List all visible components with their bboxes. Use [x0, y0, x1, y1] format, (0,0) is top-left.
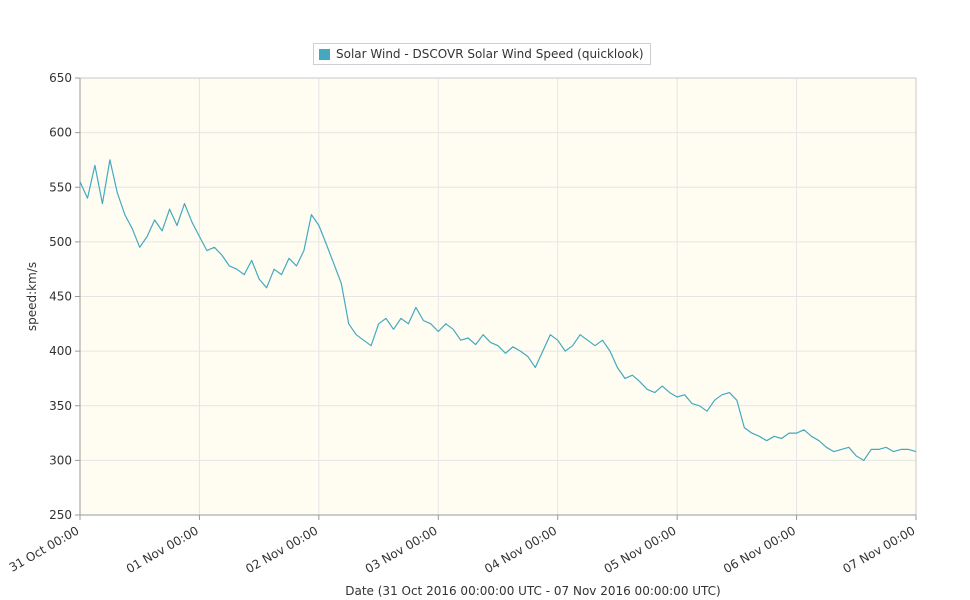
y-tick-label: 250 [49, 508, 72, 522]
x-tick-label: 07 Nov 00:00 [840, 523, 917, 576]
x-tick-label: 03 Nov 00:00 [363, 523, 440, 576]
axes [75, 77, 917, 520]
y-tick-label: 300 [49, 453, 72, 467]
x-tick-label: 06 Nov 00:00 [721, 523, 798, 576]
x-tick-label: 04 Nov 00:00 [482, 523, 559, 576]
x-axis-title: Date (31 Oct 2016 00:00:00 UTC - 07 Nov … [345, 584, 721, 598]
y-axis-title: speed:km/s [25, 262, 39, 331]
x-tick-label: 01 Nov 00:00 [124, 523, 201, 576]
legend-label: Solar Wind - DSCOVR Solar Wind Speed (qu… [336, 47, 644, 61]
y-tick-label: 450 [49, 290, 72, 304]
y-tick-label: 400 [49, 344, 72, 358]
series-line-solar-wind-speed [79, 159, 917, 461]
legend-swatch [319, 48, 330, 60]
x-tick-label: 05 Nov 00:00 [602, 523, 679, 576]
y-tick-label: 500 [49, 235, 72, 249]
y-tick-label: 550 [49, 180, 72, 194]
y-tick-label: 350 [49, 399, 72, 413]
x-tick-label: 02 Nov 00:00 [243, 523, 320, 576]
chart-legend[interactable]: Solar Wind - DSCOVR Solar Wind Speed (qu… [313, 43, 651, 65]
y-tick-label: 650 [49, 71, 72, 85]
y-tick-label: 600 [49, 126, 72, 140]
x-tick-label: 31 Oct 00:00 [7, 523, 82, 574]
